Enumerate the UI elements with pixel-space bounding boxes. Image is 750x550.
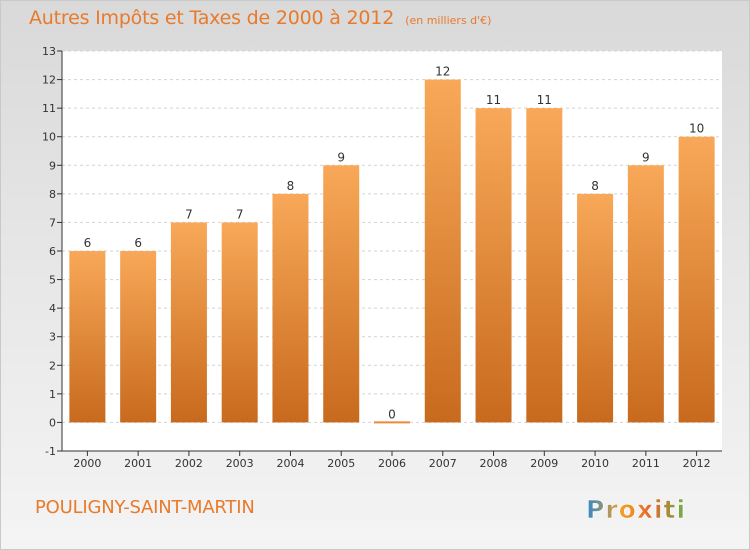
y-tick-label: 5 — [49, 274, 56, 287]
data-label: 10 — [689, 122, 704, 136]
x-tick-label: 2002 — [175, 457, 203, 470]
y-tick-label: 6 — [49, 245, 56, 258]
data-label: 11 — [486, 93, 501, 107]
chart-title-block: Autres Impôts et Taxes de 2000 à 2012 (e… — [29, 7, 491, 29]
bar — [526, 108, 563, 423]
bar — [323, 165, 360, 423]
chart-title: Autres Impôts et Taxes de 2000 à 2012 — [29, 7, 395, 29]
proxiti-logo: Proxiti — [586, 495, 686, 525]
x-tick-label: 2009 — [530, 457, 558, 470]
y-tick-label: 10 — [42, 131, 56, 144]
x-tick-label: 2003 — [226, 457, 254, 470]
y-tick-label: 4 — [49, 302, 56, 315]
x-tick-label: 2010 — [581, 457, 609, 470]
x-tick-label: 2007 — [429, 457, 457, 470]
bar — [170, 222, 207, 423]
x-tick-label: 2005 — [327, 457, 355, 470]
y-tick-label: 8 — [49, 188, 56, 201]
data-label: 7 — [185, 207, 193, 221]
x-tick-label: 2001 — [124, 457, 152, 470]
y-tick-label: 2 — [49, 359, 56, 372]
data-label: 8 — [591, 179, 599, 193]
data-label: 9 — [642, 150, 650, 164]
y-tick-label: 3 — [49, 331, 56, 344]
x-tick-label: 2011 — [632, 457, 660, 470]
place-name: POULIGNY-SAINT-MARTIN — [35, 497, 255, 518]
x-tick-label: 2008 — [480, 457, 508, 470]
data-label: 7 — [236, 207, 244, 221]
data-label: 0 — [388, 407, 396, 421]
y-tick-label: -1 — [45, 445, 56, 458]
y-tick-label: 1 — [49, 388, 56, 401]
data-label: 8 — [287, 179, 295, 193]
data-label: 9 — [337, 150, 345, 164]
bar — [120, 251, 157, 423]
x-tick-label: 2012 — [683, 457, 711, 470]
bar — [475, 108, 512, 423]
bar — [221, 222, 258, 423]
svg-text:Proxiti: Proxiti — [586, 495, 686, 524]
x-tick-label: 2006 — [378, 457, 406, 470]
bar — [272, 193, 309, 423]
bar — [69, 251, 106, 423]
x-tick-label: 2000 — [73, 457, 101, 470]
y-tick-label: 13 — [42, 45, 56, 58]
data-label: 12 — [435, 65, 450, 79]
data-label: 11 — [537, 93, 552, 107]
bar — [424, 79, 461, 423]
y-tick-label: 7 — [49, 216, 56, 229]
y-tick-label: 11 — [42, 102, 56, 115]
bar — [577, 193, 614, 423]
data-label: 6 — [134, 236, 142, 250]
chart-unit: (en milliers d'€) — [405, 14, 492, 27]
bar — [678, 136, 715, 423]
y-tick-label: 9 — [49, 159, 56, 172]
y-tick-label: 12 — [42, 74, 56, 87]
y-tick-label: 0 — [49, 416, 56, 429]
x-tick-label: 2004 — [276, 457, 304, 470]
data-label: 6 — [84, 236, 92, 250]
bar — [627, 165, 664, 423]
